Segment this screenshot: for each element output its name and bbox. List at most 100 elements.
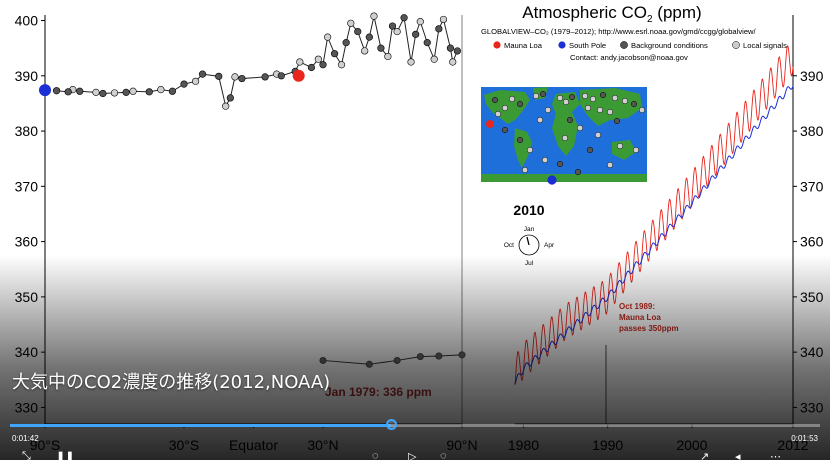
south-pole-point xyxy=(39,84,51,97)
station-marker xyxy=(501,104,509,112)
background-point xyxy=(307,63,316,72)
background-point xyxy=(215,72,223,80)
station-marker xyxy=(632,146,640,154)
background-point xyxy=(52,87,61,95)
station-marker xyxy=(596,106,604,114)
left-x-tick-label: 30°S xyxy=(169,437,200,453)
jan-1979-point xyxy=(458,351,466,359)
time-elapsed: 0:01:42 xyxy=(12,434,39,443)
local-signal-point xyxy=(337,61,346,69)
background-point xyxy=(446,44,455,52)
station-marker xyxy=(516,100,524,108)
jan-1979-point xyxy=(393,356,401,364)
local-signal-point xyxy=(439,15,448,24)
left-y-tick-label: 380 xyxy=(15,123,39,139)
background-point xyxy=(400,14,408,22)
left-y-tick-label: 340 xyxy=(15,344,39,360)
local-signal-point xyxy=(384,52,392,61)
right-y-tick-label: 340 xyxy=(800,344,824,360)
fullscreen-exit-icon[interactable]: ⤡ xyxy=(22,450,31,462)
local-signal-point xyxy=(222,102,230,110)
background-point xyxy=(342,39,350,47)
chart-title-subscript: 2 xyxy=(647,14,653,25)
svg-text:Atmospheric CO2 (ppm): Atmospheric CO2 (ppm) xyxy=(522,3,701,25)
local-signal-point xyxy=(314,55,322,63)
local-signal-point xyxy=(416,18,424,26)
latitude-scatter-plot xyxy=(39,12,466,368)
local-signal-point xyxy=(231,73,239,81)
right-y-tick-label: 380 xyxy=(800,123,824,139)
legend-local-marker xyxy=(732,41,740,49)
station-marker xyxy=(589,95,597,103)
station-marker xyxy=(526,146,534,154)
mauna-loa-point xyxy=(292,69,305,82)
share-icon[interactable]: ↗ xyxy=(700,451,710,463)
station-marker xyxy=(568,93,576,101)
local-signal-point xyxy=(92,88,100,96)
right-x-tick-label: 1990 xyxy=(592,437,623,453)
station-marker xyxy=(621,97,629,105)
local-signal-point xyxy=(347,19,355,27)
station-marker xyxy=(638,106,646,114)
local-signal-point xyxy=(129,87,137,95)
svg-text:Mauna Loa: Mauna Loa xyxy=(619,313,661,322)
background-point xyxy=(423,39,431,47)
annotation-jan-1979: Jan 1979: 336 ppm xyxy=(325,385,432,399)
legend-south-pole-marker xyxy=(558,41,566,49)
clock-label-oct: Oct xyxy=(504,242,514,249)
station-marker xyxy=(501,126,509,134)
annotation-oct-1989: Oct 1989: Mauna Loa passes 350ppm xyxy=(619,302,679,333)
station-marker xyxy=(574,168,582,176)
svg-text:Oct 1989:: Oct 1989: xyxy=(619,302,655,311)
right-y-tick-label: 370 xyxy=(800,178,824,194)
left-x-tick-label: 30°N xyxy=(307,437,338,453)
seek-handle[interactable] xyxy=(385,419,397,430)
left-y-tick-label: 360 xyxy=(15,234,39,250)
right-y-tick-label: 330 xyxy=(800,399,824,415)
forward-icon[interactable]: ◌ xyxy=(440,450,447,462)
year-label: 2010 xyxy=(513,202,544,218)
legend-mauna-loa-label: Mauna Loa xyxy=(504,41,543,50)
seek-bar-progress xyxy=(10,424,391,427)
right-y-tick-label: 350 xyxy=(800,289,824,305)
background-point xyxy=(145,88,153,96)
chart-header: Atmospheric CO2 (ppm) GLOBALVIEW–CO₂ (19… xyxy=(481,3,757,62)
station-marker xyxy=(562,98,570,106)
station-marker xyxy=(539,90,547,98)
left-x-tick-label: 90°N xyxy=(446,437,477,453)
station-marker xyxy=(616,142,624,150)
volume-icon[interactable]: ◂ xyxy=(735,451,741,463)
pause-icon[interactable]: ❚❚ xyxy=(56,451,75,463)
time-total: 0:01:53 xyxy=(791,434,818,443)
station-marker xyxy=(491,96,499,104)
station-marker xyxy=(576,124,584,132)
jan-1979-point xyxy=(416,353,424,361)
antarctica-shape xyxy=(481,174,647,182)
play-icon[interactable]: ▷ xyxy=(408,451,417,463)
left-x-tick-label: Equator xyxy=(229,437,278,453)
station-marker xyxy=(606,108,614,116)
legend-local-label: Local signals xyxy=(743,41,787,50)
station-marker xyxy=(581,92,589,100)
background-point xyxy=(76,87,84,95)
station-marker xyxy=(613,117,621,125)
background-point xyxy=(168,87,177,95)
background-point xyxy=(64,88,72,96)
background-point xyxy=(365,33,373,41)
background-point xyxy=(226,94,234,102)
chart-title-unit: (ppm) xyxy=(653,3,702,22)
rewind-icon[interactable]: ◌ xyxy=(372,450,379,462)
local-signal-point xyxy=(430,55,438,63)
local-signal-point xyxy=(449,58,457,66)
settings-icon[interactable]: ⋯ xyxy=(770,451,781,463)
station-marker xyxy=(606,161,614,169)
mauna-loa-map-marker xyxy=(486,120,494,128)
background-point xyxy=(122,88,130,96)
seek-bar[interactable] xyxy=(10,419,820,430)
station-marker xyxy=(584,104,592,112)
local-signal-point xyxy=(361,47,369,55)
station-marker xyxy=(521,166,529,174)
background-point xyxy=(354,27,362,36)
local-signal-point xyxy=(191,77,200,85)
